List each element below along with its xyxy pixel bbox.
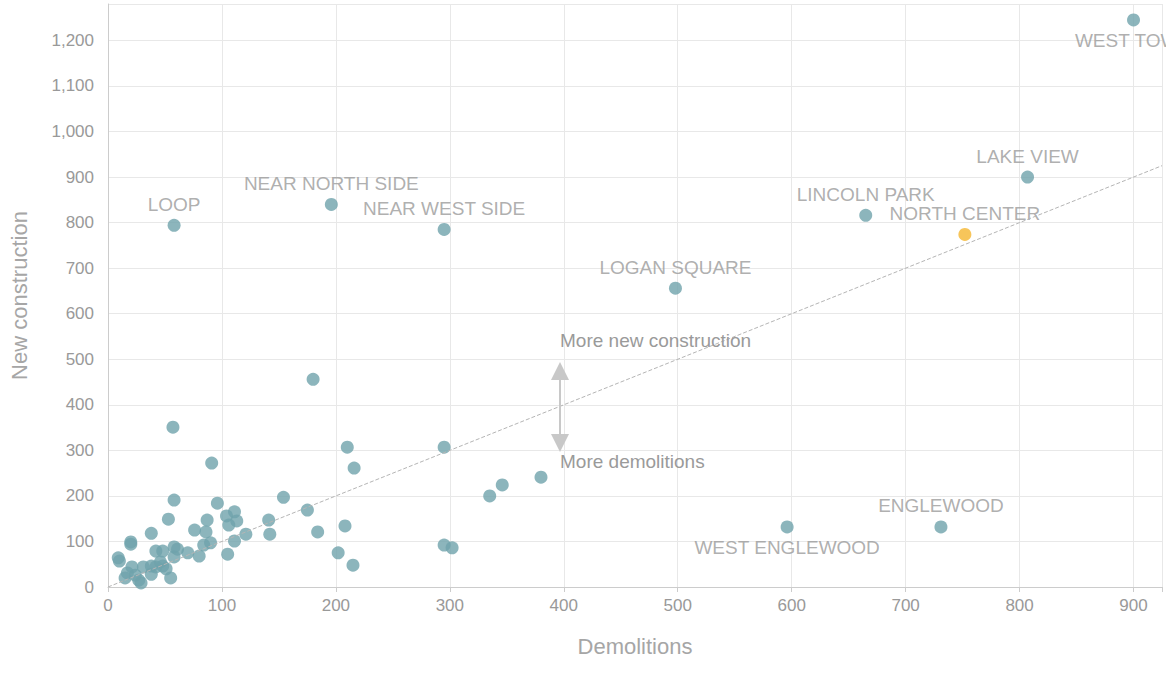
svg-text:WEST TOWN: WEST TOWN [1075, 30, 1166, 51]
svg-text:100: 100 [66, 532, 94, 551]
svg-text:700: 700 [66, 259, 94, 278]
svg-text:New construction: New construction [7, 211, 32, 380]
svg-text:More new construction: More new construction [560, 330, 751, 351]
svg-text:NEAR WEST SIDE: NEAR WEST SIDE [363, 198, 525, 219]
svg-text:200: 200 [66, 486, 94, 505]
svg-text:1,200: 1,200 [51, 31, 94, 50]
svg-text:Demolitions: Demolitions [578, 634, 693, 659]
svg-text:NORTH CENTER: NORTH CENTER [890, 203, 1041, 224]
svg-text:0: 0 [85, 578, 94, 597]
svg-text:More demolitions: More demolitions [560, 451, 705, 472]
svg-text:400: 400 [550, 596, 578, 615]
svg-text:900: 900 [66, 168, 94, 187]
svg-text:900: 900 [1119, 596, 1147, 615]
svg-text:800: 800 [66, 213, 94, 232]
svg-text:600: 600 [66, 304, 94, 323]
svg-text:LOGAN SQUARE: LOGAN SQUARE [599, 257, 751, 278]
svg-text:500: 500 [664, 596, 692, 615]
svg-text:LAKE VIEW: LAKE VIEW [976, 146, 1078, 167]
svg-text:300: 300 [436, 596, 464, 615]
svg-text:WEST ENGLEWOOD: WEST ENGLEWOOD [694, 537, 879, 558]
svg-text:LOOP: LOOP [148, 194, 201, 215]
svg-text:700: 700 [891, 596, 919, 615]
svg-text:400: 400 [66, 395, 94, 414]
svg-text:600: 600 [777, 596, 805, 615]
svg-text:100: 100 [208, 596, 236, 615]
svg-text:800: 800 [1005, 596, 1033, 615]
svg-text:LINCOLN PARK: LINCOLN PARK [797, 184, 935, 205]
svg-text:200: 200 [322, 596, 350, 615]
svg-text:ENGLEWOOD: ENGLEWOOD [878, 495, 1004, 516]
svg-text:NEAR NORTH SIDE: NEAR NORTH SIDE [244, 173, 419, 194]
svg-text:500: 500 [66, 350, 94, 369]
svg-text:1,000: 1,000 [51, 122, 94, 141]
svg-text:300: 300 [66, 441, 94, 460]
svg-text:0: 0 [103, 596, 112, 615]
svg-text:1,100: 1,100 [51, 76, 94, 95]
